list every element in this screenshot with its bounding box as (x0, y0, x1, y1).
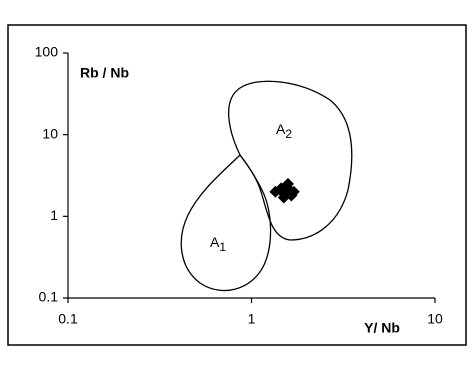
y-axis-label: Rb / Nb (80, 65, 129, 81)
y-tick-label: 0.1 (39, 289, 59, 305)
frame (7, 24, 467, 346)
y-tick-label: 1 (50, 207, 58, 223)
y-tick-label: 100 (35, 44, 59, 60)
region-a2-outline (227, 80, 353, 241)
x-tick-label: 1 (248, 311, 256, 327)
y-tick-label: 10 (42, 125, 58, 141)
x-tick-label: 10 (427, 311, 443, 327)
point (281, 177, 294, 190)
region-a1-outline (180, 154, 272, 292)
region-label: A1 (210, 234, 226, 254)
x-axis-label: Y/ Nb (364, 320, 400, 336)
point (287, 185, 300, 198)
x-tick-label: 0.1 (58, 311, 78, 327)
region-label: A2 (276, 121, 292, 141)
point (277, 191, 290, 204)
